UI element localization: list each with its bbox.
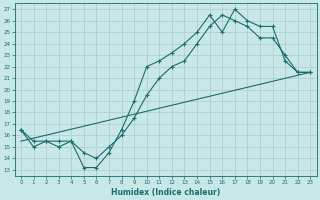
X-axis label: Humidex (Indice chaleur): Humidex (Indice chaleur): [111, 188, 220, 197]
